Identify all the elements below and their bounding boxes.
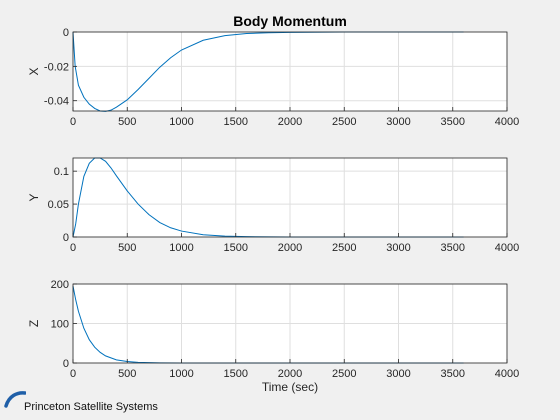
subplots: 0 500 1000 1500 2000 2500 3000 3500 4000-0.04-0.… — [27, 27, 519, 394]
x-axis-label: Time (sec) — [262, 380, 318, 394]
y-axis-label: Z — [27, 320, 41, 327]
x-tick-label: 3000 — [386, 368, 410, 380]
x-tick-label: 1500 — [224, 116, 248, 128]
x-tick-label: 2500 — [332, 116, 356, 128]
x-tick-label: 1000 — [169, 368, 193, 380]
x-tick-label: 2000 — [278, 368, 302, 380]
y-tick-label: 0.1 — [54, 166, 69, 178]
x-tick-label: 1500 — [224, 368, 248, 380]
x-tick-label: 0 — [70, 242, 76, 254]
y-tick-label: 0 — [63, 27, 69, 39]
subplot-x: 0 500 1000 1500 2000 2500 3000 3500 4000 -0.04 -0.… — [27, 27, 519, 128]
y-tick-label: -0.04 — [44, 96, 69, 108]
x-tick-label: 3000 — [386, 242, 410, 254]
y-tick-label: 0 — [63, 232, 69, 244]
x-tick-label: 3500 — [441, 368, 465, 380]
y-tick-label: 0 — [63, 358, 69, 370]
x-tick-label: 3000 — [386, 116, 410, 128]
y-tick-label: 0.05 — [48, 199, 69, 211]
x-tick-label: 2000 — [278, 116, 302, 128]
y-axis-label: Y — [27, 193, 41, 201]
x-tick-label: 2000 — [278, 242, 302, 254]
x-tick-label: 500 — [118, 242, 136, 254]
y-tick-label: 100 — [51, 319, 69, 331]
x-tick-label: 500 — [118, 368, 136, 380]
x-tick-label: 1500 — [224, 242, 248, 254]
satellite-logo-icon — [4, 390, 26, 410]
x-tick-label: 0 — [70, 368, 76, 380]
y-tick-label: -0.02 — [44, 61, 69, 73]
x-tick-label: 1000 — [169, 242, 193, 254]
brand-logo: Princeton Satellite Systems — [4, 388, 154, 416]
x-tick-label: 3500 — [441, 242, 465, 254]
x-tick-label: 500 — [118, 116, 136, 128]
x-tick-label: 4000 — [495, 116, 519, 128]
subplot-z: 0 500 1000 1500 2000 2500 3000 3500 4000 0 100 200 Z… — [27, 279, 519, 394]
x-tick-label: 1000 — [169, 116, 193, 128]
x-tick-label: 4000 — [495, 368, 519, 380]
subplot-y: 0 500 1000 1500 2000 2500 3000 3500 4000 0 0.05 0.1… — [27, 158, 519, 254]
x-tick-label: 2500 — [332, 242, 356, 254]
x-tick-label: 0 — [70, 116, 76, 128]
x-tick-label: 4000 — [495, 242, 519, 254]
brand-name: Princeton Satellite Systems — [24, 401, 158, 413]
y-axis-label: X — [27, 67, 41, 75]
y-tick-label: 200 — [51, 279, 69, 291]
chart-title: Body Momentum — [233, 13, 347, 29]
x-tick-label: 3500 — [441, 116, 465, 128]
x-tick-label: 2500 — [332, 368, 356, 380]
